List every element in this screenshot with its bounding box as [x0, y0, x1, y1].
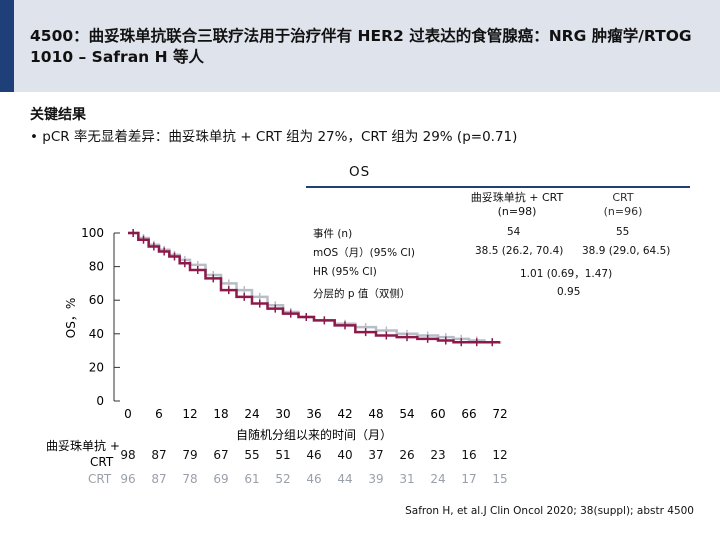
legend-arm1-n: (n=98) — [497, 205, 537, 218]
risk-arm2-count: 96 — [120, 472, 135, 486]
stat-events-arm1: 54 — [507, 226, 521, 238]
stat-label-pvalue: 分层的 p 值（双侧） — [313, 288, 411, 300]
legend-arm2-n: (n=96) — [603, 205, 643, 218]
x-tick-label: 72 — [492, 407, 507, 421]
stat-pvalue: 0.95 — [557, 286, 581, 298]
x-tick-label: 30 — [275, 407, 290, 421]
footnote: Safron H, et al.J Clin Oncol 2020; 38(su… — [405, 505, 694, 517]
y-tick-label: 0 — [96, 394, 104, 408]
risk-table: 98 87 79 67 55 51 46 40 37 26 23 16 12 96 87 78 69 61 52 46… — [120, 448, 507, 486]
risk-arm1-count: 98 — [120, 448, 135, 462]
risk-arm2-count: 15 — [492, 472, 507, 486]
risk-arm1-count: 46 — [306, 448, 321, 462]
x-tick-label: 60 — [430, 407, 445, 421]
legend-arm1-name: 曲妥珠单抗 + CRT — [470, 191, 564, 204]
stat-label-mos: mOS（月）(95% CI) — [313, 247, 415, 259]
y-axis-title: OS，% — [64, 298, 78, 338]
y-tick-label: 80 — [89, 260, 104, 274]
risk-arm2-count: 31 — [399, 472, 414, 486]
risk-arm2-count: 46 — [306, 472, 321, 486]
x-tick-label: 54 — [399, 407, 414, 421]
y-tick-label: 20 — [89, 360, 104, 374]
legend-arm2: CRT (n=96) — [588, 191, 658, 219]
y-tick-label: 60 — [89, 293, 104, 307]
stat-mos-arm2: 38.9 (29.0, 64.5) — [582, 245, 671, 257]
risk-arm2-count: 52 — [275, 472, 290, 486]
x-tick-label: 24 — [244, 407, 259, 421]
y-tick-label: 40 — [89, 327, 104, 341]
risk-arm2-count: 17 — [461, 472, 476, 486]
risk-arm2-count: 39 — [368, 472, 383, 486]
title-accent-bar — [0, 0, 14, 92]
risk-arm1-count: 12 — [492, 448, 507, 462]
risk-arm2-count: 44 — [337, 472, 352, 486]
x-tick-label: 66 — [461, 407, 476, 421]
legend-arm2-name: CRT — [612, 191, 634, 204]
os-divider — [306, 186, 690, 188]
x-tick-label: 36 — [306, 407, 321, 421]
x-tick-label: 42 — [337, 407, 352, 421]
km-curve-arm1 — [128, 231, 500, 344]
x-tick-label: 18 — [213, 407, 228, 421]
risk-arm2-label: CRT — [88, 472, 112, 486]
section-heading: 关键结果 — [30, 107, 86, 123]
risk-arm2-count: 78 — [182, 472, 197, 486]
risk-arm1-count: 87 — [151, 448, 166, 462]
risk-arm1-count: 23 — [430, 448, 445, 462]
survival-curves — [128, 229, 502, 347]
x-tick-label: 0 — [124, 407, 132, 421]
x-tick-label: 12 — [182, 407, 197, 421]
risk-arm2-count: 61 — [244, 472, 259, 486]
os-label: OS — [349, 164, 371, 180]
risk-arm1-count: 16 — [461, 448, 476, 462]
stat-label-hr: HR (95% CI) — [313, 266, 377, 278]
x-tick-label: 6 — [155, 407, 163, 421]
y-axis: 0 20 40 60 80 100 — [81, 226, 120, 408]
x-tick-label: 48 — [368, 407, 383, 421]
legend-arm1: 曲妥珠单抗 + CRT (n=98) — [452, 191, 582, 219]
risk-arm1-count: 26 — [399, 448, 414, 462]
risk-arm2-count: 87 — [151, 472, 166, 486]
risk-arm1-label-line1: 曲妥珠单抗 + — [46, 438, 120, 453]
risk-arm1-count: 79 — [182, 448, 197, 462]
risk-arm1-count: 55 — [244, 448, 259, 462]
x-axis: 0 6 12 18 24 30 36 42 48 54 60 66 72 — [124, 407, 507, 421]
risk-arm1-label-line2: CRT — [90, 455, 114, 469]
risk-arm1-count: 37 — [368, 448, 383, 462]
risk-arm1-count: 40 — [337, 448, 352, 462]
km-curve-arm2 — [128, 231, 502, 344]
risk-arm2-count: 24 — [430, 472, 445, 486]
risk-arm2-count: 69 — [213, 472, 228, 486]
risk-arm1-count: 51 — [275, 448, 290, 462]
x-axis-title: 自随机分组以来的时间（月） — [236, 427, 392, 442]
y-tick-label: 100 — [81, 226, 104, 240]
stat-label-events: 事件 (n) — [313, 228, 353, 240]
key-result-bullet: • pCR 率无显着差异：曲妥珠单抗 + CRT 组为 27%，CRT 组为 2… — [30, 129, 518, 145]
title-banner: 4500：曲妥珠单抗联合三联疗法用于治疗伴有 HER2 过表达的食管腺癌：NRG… — [0, 0, 720, 92]
stat-events-arm2: 55 — [616, 226, 630, 238]
stat-hr: 1.01 (0.69，1.47) — [520, 268, 613, 280]
stat-mos-arm1: 38.5 (26.2, 70.4) — [475, 245, 564, 257]
risk-arm1-count: 67 — [213, 448, 228, 462]
page-title: 4500：曲妥珠单抗联合三联疗法用于治疗伴有 HER2 过表达的食管腺癌：NRG… — [30, 27, 692, 66]
